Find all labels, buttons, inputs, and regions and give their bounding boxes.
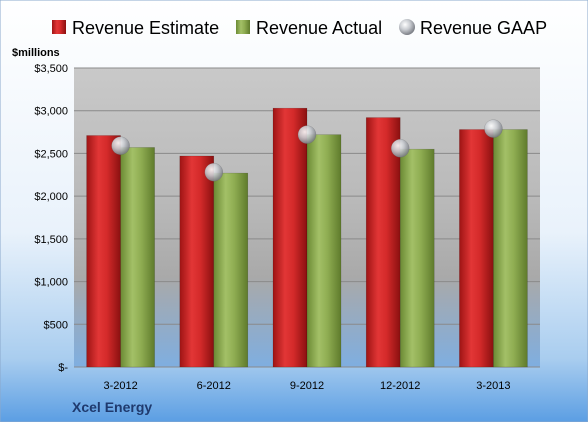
- legend-item-gaap: Revenue GAAP: [399, 18, 547, 38]
- bar-series: [86, 107, 528, 368]
- bar-revenue-actual: [493, 129, 528, 368]
- bar-revenue-estimate: [459, 129, 494, 368]
- legend-label-actual: Revenue Actual: [256, 18, 382, 38]
- bar-revenue-estimate: [86, 135, 121, 368]
- legend-swatch-estimate: [52, 20, 66, 34]
- x-tick-label: 12-2012: [380, 380, 420, 392]
- y-tick-label: $1,500: [34, 234, 68, 246]
- y-tick-label: $3,000: [34, 106, 68, 118]
- marker-revenue-gaap: [111, 136, 130, 155]
- x-tick-label: 3-2012: [103, 380, 137, 392]
- y-tick-label: $500: [44, 319, 68, 331]
- x-tick-label: 3-2013: [476, 380, 510, 392]
- marker-revenue-gaap: [390, 139, 410, 158]
- legend: Revenue Estimate Revenue Actual Revenue …: [52, 18, 547, 38]
- legend-label-estimate: Revenue Estimate: [72, 18, 219, 38]
- y-axis-unit-label: $millions: [12, 47, 60, 59]
- legend-swatch-gaap: [399, 19, 415, 35]
- marker-revenue-gaap: [204, 162, 224, 182]
- marker-revenue-gaap: [484, 119, 503, 138]
- y-tick-label: $2,500: [34, 148, 68, 160]
- x-tick-label: 9-2012: [290, 380, 324, 392]
- bar-revenue-actual: [399, 148, 435, 368]
- marker-revenue-gaap: [297, 125, 317, 144]
- legend-item-estimate: Revenue Estimate: [52, 18, 219, 38]
- y-tick-label: $1,000: [34, 277, 68, 289]
- bar-revenue-actual: [120, 147, 155, 368]
- legend-label-gaap: Revenue GAAP: [420, 18, 547, 38]
- company-name: Xcel Energy: [72, 399, 152, 415]
- y-axis-ticks: $- $500 $1,000 $1,500 $2,000 $2,500 $3,000 $3,5…: [34, 63, 68, 374]
- gaap-markers: [111, 119, 503, 182]
- y-tick-label: $2,000: [34, 191, 68, 203]
- y-tick-label: $-: [58, 362, 68, 374]
- legend-swatch-actual: [236, 20, 250, 34]
- bar-revenue-estimate: [365, 117, 401, 368]
- legend-item-actual: Revenue Actual: [236, 18, 382, 38]
- y-tick-label: $3,500: [34, 63, 68, 75]
- bar-revenue-actual: [306, 134, 342, 368]
- x-tick-label: 6-2012: [197, 380, 231, 392]
- bar-revenue-actual: [213, 172, 249, 368]
- bar-revenue-estimate: [179, 155, 215, 368]
- x-axis-ticks: 3-2012 6-2012 9-2012 12-2012 3-2013: [103, 380, 510, 392]
- bar-revenue-estimate: [272, 107, 308, 368]
